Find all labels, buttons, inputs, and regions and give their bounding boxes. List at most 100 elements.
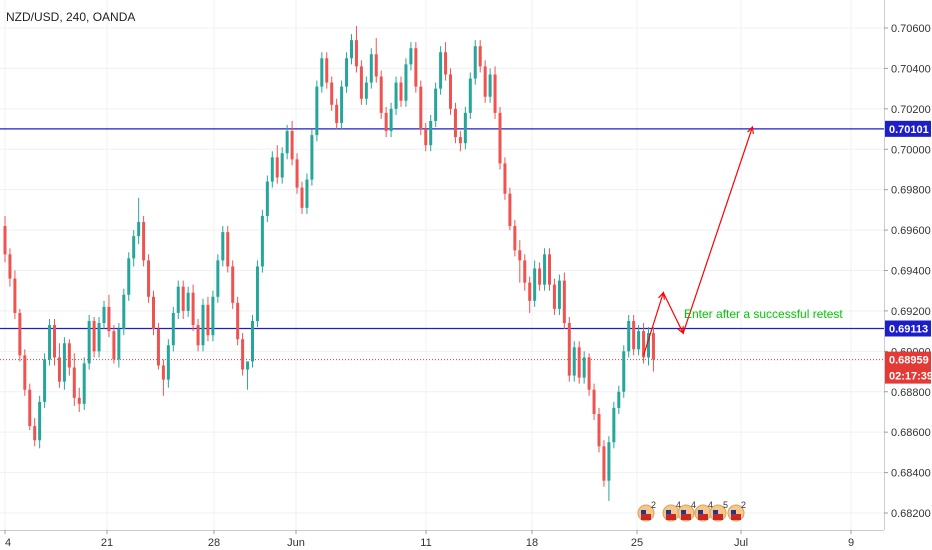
candle-body [597, 413, 601, 447]
price-tick-label: 0.68600 [891, 427, 931, 439]
candle [562, 272, 566, 330]
candle [384, 106, 388, 138]
candle-body [176, 286, 180, 313]
countdown-label: 02:17:39 [889, 371, 932, 383]
arrow-head [658, 291, 665, 300]
candle [523, 254, 527, 291]
candle-body [305, 179, 309, 208]
price-axis[interactable]: 0.70600 0.70400 0.70200 0.70000 0.69800 0.696… [884, 23, 931, 520]
event-marker[interactable]: 4 [677, 500, 696, 522]
candle [265, 175, 269, 222]
candle [275, 145, 279, 184]
candle-body [251, 321, 254, 362]
candle-body [275, 157, 279, 178]
candle [557, 274, 561, 315]
candle-body [483, 66, 487, 97]
candle-body [478, 46, 482, 67]
candle [617, 385, 621, 414]
candle [211, 290, 215, 342]
event-marker[interactable]: 2 [637, 500, 656, 522]
candle [548, 248, 551, 291]
candle-body [350, 40, 353, 59]
candle-body [57, 357, 61, 382]
event-flag-canton [666, 510, 671, 514]
candle-body [290, 131, 294, 160]
event-marker[interactable]: 2 [727, 500, 746, 522]
candle [166, 339, 170, 388]
candle [572, 341, 576, 382]
candle-body [453, 108, 457, 138]
price-tick-label: 0.69800 [891, 185, 931, 197]
candle [206, 296, 210, 342]
candle-body [77, 397, 81, 404]
candle-body [577, 347, 581, 378]
candle [142, 215, 146, 267]
candle-body [622, 351, 626, 392]
time-axis[interactable]: 4 21 28 Jun 11 18 25 Jul 9 [4, 530, 854, 549]
candle [647, 327, 650, 366]
candle [463, 106, 467, 150]
candle-body [231, 266, 235, 303]
candle [434, 82, 438, 128]
candle-body [265, 181, 269, 216]
candle [444, 42, 448, 81]
candle [597, 407, 601, 453]
candle-body [33, 426, 37, 441]
candle-body [449, 74, 452, 109]
candle [345, 52, 349, 93]
candle [97, 316, 101, 358]
candle-body [325, 58, 329, 83]
candle [285, 125, 289, 160]
candle [176, 280, 180, 319]
current-price-badge [885, 351, 931, 384]
candle [369, 48, 373, 89]
candle [340, 80, 344, 130]
candle-body [498, 112, 502, 164]
event-marker[interactable]: 4 [694, 500, 713, 522]
candle [518, 240, 522, 283]
grid-lines [0, 0, 884, 530]
candle [354, 25, 358, 73]
price-tick-label: 0.70600 [891, 23, 931, 35]
candle [226, 226, 230, 273]
candle-body [513, 226, 517, 251]
candle-body [191, 292, 195, 326]
event-marker[interactable]: 5 [709, 500, 728, 522]
event-flag-canton [641, 510, 646, 514]
event-marker[interactable]: 4 [662, 500, 681, 522]
candle-body [533, 268, 537, 301]
candle-body [97, 323, 101, 352]
candle [335, 98, 339, 130]
candle-body [23, 355, 27, 390]
level-price-badge [885, 320, 931, 337]
candle [72, 353, 76, 406]
candle [107, 294, 111, 338]
candle [280, 147, 284, 184]
candle-body [404, 64, 408, 101]
level-price-label: 0.69113 [889, 323, 928, 335]
candle [325, 52, 329, 89]
time-tick-label: 9 [848, 537, 854, 549]
candle [201, 298, 205, 352]
candle [87, 314, 91, 370]
candle-body [394, 82, 398, 109]
candle-body [528, 282, 532, 301]
candle-body [38, 401, 42, 441]
candle-body [330, 82, 334, 105]
candle [632, 314, 636, 356]
candle [122, 288, 126, 336]
event-flag-canton [698, 510, 703, 514]
candle [102, 300, 106, 330]
candle [117, 323, 121, 368]
candle-body [236, 302, 240, 340]
candle [77, 387, 81, 412]
candle-body [543, 254, 547, 285]
price-tick-label: 0.68800 [891, 387, 931, 399]
candle [419, 80, 423, 136]
candle [374, 38, 378, 83]
time-tick-label: 21 [101, 537, 113, 549]
candle-body [567, 323, 571, 376]
candle [191, 284, 195, 332]
